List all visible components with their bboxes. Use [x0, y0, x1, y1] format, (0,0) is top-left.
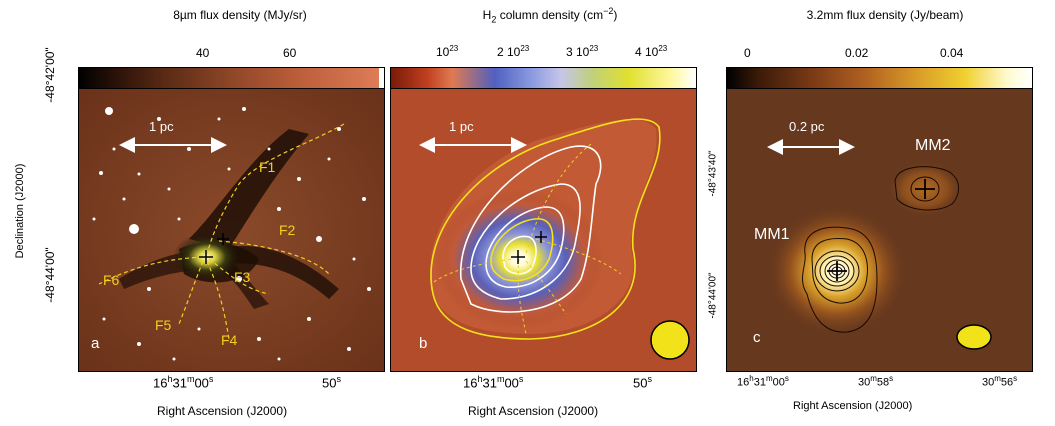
scalebar-a-label: 1 pc: [149, 119, 174, 134]
beam-ellipse-b: [650, 320, 690, 360]
filament-lines-b: [430, 143, 622, 335]
filament-label: F4: [221, 332, 238, 348]
scalebar-b-label: 1 pc: [449, 119, 474, 134]
ytick-c: -48°43'40": [707, 150, 719, 197]
colorbar-a-tick: 60: [283, 46, 297, 60]
xtick-c: 30m58s: [858, 374, 894, 389]
xaxis-title-b: Right Ascension (J2000): [468, 404, 599, 418]
source-label-mm1: MM1: [754, 226, 790, 243]
panel-b-image: 1 pc b: [390, 88, 697, 372]
source-cross-b: [511, 231, 547, 264]
panel-b-letter: b: [419, 335, 428, 352]
ytick-a: -48°44'00": [43, 247, 57, 303]
colorbar-c: [726, 67, 1033, 89]
source-cross: [199, 233, 229, 264]
ytick-c: -48°44'00": [707, 272, 719, 319]
xaxis-title-a: Right Ascension (J2000): [157, 404, 288, 418]
scalebar-a-arrow: [119, 137, 227, 153]
scalebar-c-label: 0.2 pc: [789, 119, 825, 134]
y-axis-title-wrapper: Declination (J2000): [0, 164, 90, 259]
filament-label: F1: [259, 159, 276, 175]
xtick-c: 16h31m00s: [737, 374, 789, 389]
colorbar-a: [78, 67, 385, 89]
colorbar-b-tick: 2 1023: [497, 44, 530, 59]
star-field: [92, 107, 371, 361]
filament-label: F5: [155, 317, 172, 333]
xtick-c: 30m56s: [982, 374, 1018, 389]
colorbar-c-tick: 0.02: [845, 46, 869, 60]
colorbar-b-title: H2 column density (cm−2): [482, 6, 618, 25]
panel-c-svg: [727, 89, 1032, 371]
colorbar-b: [390, 67, 697, 89]
y-axis-title: Declination (J2000): [14, 163, 26, 259]
contour-lines-c: [802, 166, 960, 333]
colorbar-b-tick: 4 1023: [635, 44, 668, 59]
colorbar-b-tick: 3 1023: [566, 44, 599, 59]
colorbar-a-tick: 40: [196, 46, 210, 60]
source-cross-c: [827, 179, 935, 281]
panel-c-letter: c: [753, 329, 761, 346]
ytick-a: -48°42'00": [43, 47, 57, 103]
panel-b-svg: [391, 89, 696, 371]
filament-label: F3: [234, 269, 251, 285]
xtick-b: 16h31m00s: [463, 374, 524, 391]
scalebar-c-arrow: [767, 139, 855, 155]
scalebar-b-arrow: [419, 137, 527, 153]
filament-label: F6: [103, 272, 120, 288]
panel-a-letter: a: [91, 335, 100, 352]
colorbar-c-title: 3.2mm flux density (Jy/beam): [806, 8, 964, 22]
ytick-a-wrap1: -48°42'00": [0, 47, 105, 102]
colorbar-b-tick: 1023: [436, 44, 459, 59]
source-label-mm2: MM2: [915, 137, 951, 154]
xtick-b: 50s: [633, 374, 652, 391]
panel-c-image: 0.2 pc MM1 MM2 c: [726, 88, 1033, 372]
colorbar-c-tick: 0.04: [940, 46, 964, 60]
panel-a-image: 1 pc F1 F2 F3 F4 F5 F6 a: [78, 88, 385, 372]
contour-lines: [430, 118, 661, 340]
filament-lines: [98, 123, 345, 340]
xtick-a: 16h31m00s: [153, 374, 214, 391]
panel-a-svg: [79, 89, 384, 371]
colorbar-a-title: 8µm flux density (MJy/sr): [173, 8, 307, 22]
filament-label: F2: [279, 222, 296, 238]
xtick-a: 50s: [322, 374, 341, 391]
xaxis-title-c: Right Ascension (J2000): [793, 400, 913, 412]
colorbar-c-tick: 0: [744, 46, 751, 60]
beam-ellipse-c: [956, 324, 992, 350]
